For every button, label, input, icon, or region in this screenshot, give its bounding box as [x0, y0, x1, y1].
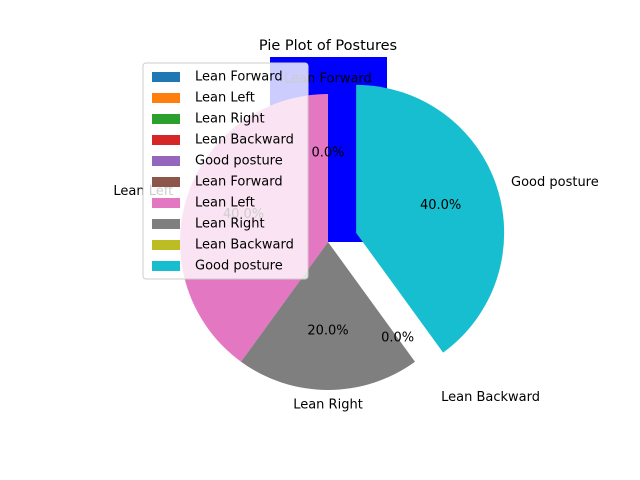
pie-slice-lean-right	[241, 242, 415, 390]
legend-swatch-lean-left	[152, 93, 180, 103]
slice-label-good-posture: Good posture	[511, 175, 599, 190]
legend-label-lean-forward: Lean Forward	[195, 175, 283, 190]
legend-box	[142, 62, 309, 280]
legend-swatch-good-posture	[152, 261, 180, 271]
slice-pct-lean-right: 20.0%	[307, 323, 348, 338]
legend-swatch-lean-right	[152, 114, 180, 124]
legend-swatch-lean-left	[152, 198, 180, 208]
legend-swatch-lean-backward	[152, 240, 180, 250]
legend-label-good-posture: Good posture	[195, 154, 283, 169]
slice-label-lean-right: Lean Right	[293, 397, 363, 412]
legend-label-lean-backward: Lean Backward	[195, 238, 294, 253]
legend-swatch-lean-right	[152, 219, 180, 229]
legend-label-lean-right: Lean Right	[195, 217, 265, 232]
legend-swatch-lean-forward	[152, 177, 180, 187]
legend-label-lean-right: Lean Right	[195, 112, 265, 127]
slice-pct-good-posture: 40.0%	[420, 198, 461, 213]
slice-label-lean-backward: Lean Backward	[441, 390, 540, 405]
legend: Lean Forward Lean Left Lean Right Lean Back…	[142, 62, 309, 280]
legend-label-lean-left: Lean Left	[195, 196, 255, 211]
legend-label-lean-forward: Lean Forward	[195, 70, 283, 85]
legend-label-lean-left: Lean Left	[195, 91, 255, 106]
legend-swatch-lean-backward	[152, 135, 180, 145]
pie-slice-good-posture	[356, 84, 505, 353]
legend-swatch-good-posture	[152, 156, 180, 166]
legend-label-good-posture: Good posture	[195, 259, 283, 274]
legend-label-lean-backward: Lean Backward	[195, 133, 294, 148]
slice-pct-lean-forward: 0.0%	[311, 146, 344, 161]
slice-pct-lean-backward: 0.0%	[381, 330, 414, 345]
legend-swatch-lean-forward	[152, 72, 180, 82]
chart-title: Pie Plot of Postures	[259, 38, 397, 54]
